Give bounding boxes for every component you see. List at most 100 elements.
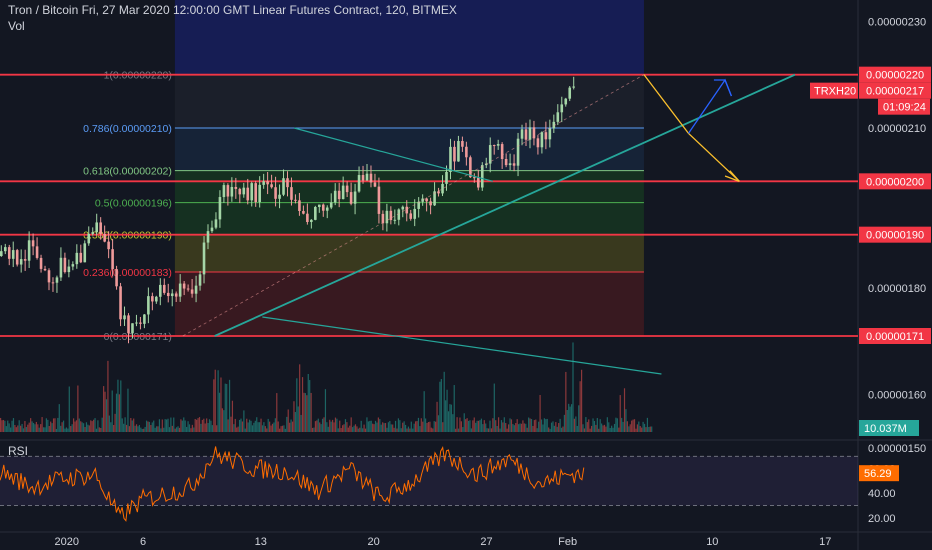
volume-bar: [75, 420, 78, 432]
volume-bar: [188, 424, 191, 432]
volume-bar: [213, 379, 215, 432]
volume-bar: [74, 421, 76, 432]
volume-bar: [141, 428, 143, 432]
volume-bar: [417, 417, 420, 432]
volume-bar: [154, 427, 156, 432]
volume-bar: [62, 420, 65, 432]
volume-bar: [602, 425, 604, 432]
volume-bar: [250, 420, 252, 432]
volume-bar: [638, 421, 640, 432]
descending-trendline: [293, 127, 494, 182]
volume-bar: [198, 417, 201, 432]
symbol-tag: TRXH20: [814, 86, 856, 98]
candle: [59, 257, 63, 278]
volume-bar: [387, 422, 390, 432]
volume-bar: [612, 427, 614, 432]
volume-bar: [543, 418, 545, 432]
volume-bar: [251, 425, 254, 432]
candle: [552, 121, 556, 129]
volume-bar: [269, 421, 271, 432]
volume-bar: [496, 425, 498, 432]
volume-bar: [376, 422, 378, 432]
volume-bar: [137, 426, 139, 432]
price-tick-label: 0.00000180: [868, 283, 926, 295]
fib-top-zone: [174, 0, 644, 75]
volume-bar: [130, 418, 132, 432]
volume-bar: [380, 424, 382, 432]
volume-bar: [11, 420, 13, 432]
volume-bar: [443, 371, 445, 432]
fib-zone: [174, 234, 644, 272]
volume-bar: [279, 428, 281, 432]
volume-bar: [291, 421, 294, 432]
volume-bar: [58, 404, 60, 432]
volume-bar: [8, 423, 10, 432]
rsi-line: [0, 446, 585, 522]
candle: [361, 175, 365, 181]
rsi-value-tag: 56.29: [864, 468, 892, 480]
volume-bar: [22, 428, 25, 432]
volume-bar: [67, 428, 69, 432]
candle: [401, 206, 405, 210]
volume-bar: [57, 417, 59, 432]
candle: [178, 283, 182, 297]
volume-bar: [427, 422, 430, 432]
fib-diagonal: [182, 74, 645, 337]
volume-bar: [566, 409, 568, 432]
volume-bar: [639, 426, 641, 432]
volume-bar: [7, 420, 9, 432]
volume-bar: [506, 428, 508, 432]
volume-bar: [425, 418, 427, 432]
volume-bar: [256, 417, 258, 432]
volume-bar: [306, 395, 308, 432]
volume-bar: [509, 418, 511, 432]
candle: [572, 86, 575, 88]
volume-bar: [173, 417, 175, 432]
candle: [278, 194, 281, 199]
volume-bar: [588, 419, 590, 432]
volume-bar: [38, 427, 40, 432]
volume-bar: [344, 419, 347, 432]
volume-bar: [197, 418, 199, 432]
volume-bar: [382, 422, 384, 432]
volume-bar: [327, 426, 329, 432]
volume-bar: [340, 428, 342, 432]
volume-bar: [120, 380, 122, 432]
candle: [469, 157, 472, 178]
volume-bar: [321, 418, 324, 432]
volume-bar: [331, 419, 334, 432]
volume-bar: [307, 373, 309, 432]
volume-bar: [357, 428, 359, 432]
volume-bar: [228, 379, 231, 432]
volume-bar: [393, 427, 395, 432]
volume-bar: [289, 422, 291, 432]
time-tick-label: 20: [368, 536, 380, 548]
candle: [500, 144, 504, 160]
volume-bar: [178, 427, 181, 432]
volume-bar: [17, 425, 19, 432]
volume-bar: [463, 413, 465, 432]
candle: [286, 178, 289, 188]
volume-bar: [336, 418, 338, 432]
volume-bar: [115, 393, 118, 432]
candle: [282, 178, 285, 195]
volume-bar: [155, 426, 158, 432]
candle: [135, 322, 138, 324]
volume-bar: [350, 417, 352, 432]
volume-bar: [34, 424, 36, 432]
volume-bar: [346, 422, 348, 432]
volume-bar: [497, 417, 500, 432]
volume-bar: [186, 426, 188, 432]
volume-bar: [450, 404, 452, 432]
arrowhead-down: [724, 170, 740, 182]
candle: [477, 177, 480, 188]
volume-bar: [472, 420, 474, 432]
candle: [433, 191, 436, 206]
volume-bar: [200, 423, 202, 432]
candle: [19, 259, 23, 265]
volume-bar: [579, 381, 581, 432]
volume-bar: [104, 391, 106, 432]
volume-bar: [502, 422, 504, 432]
candle: [405, 206, 409, 214]
volume-bar: [437, 415, 440, 432]
